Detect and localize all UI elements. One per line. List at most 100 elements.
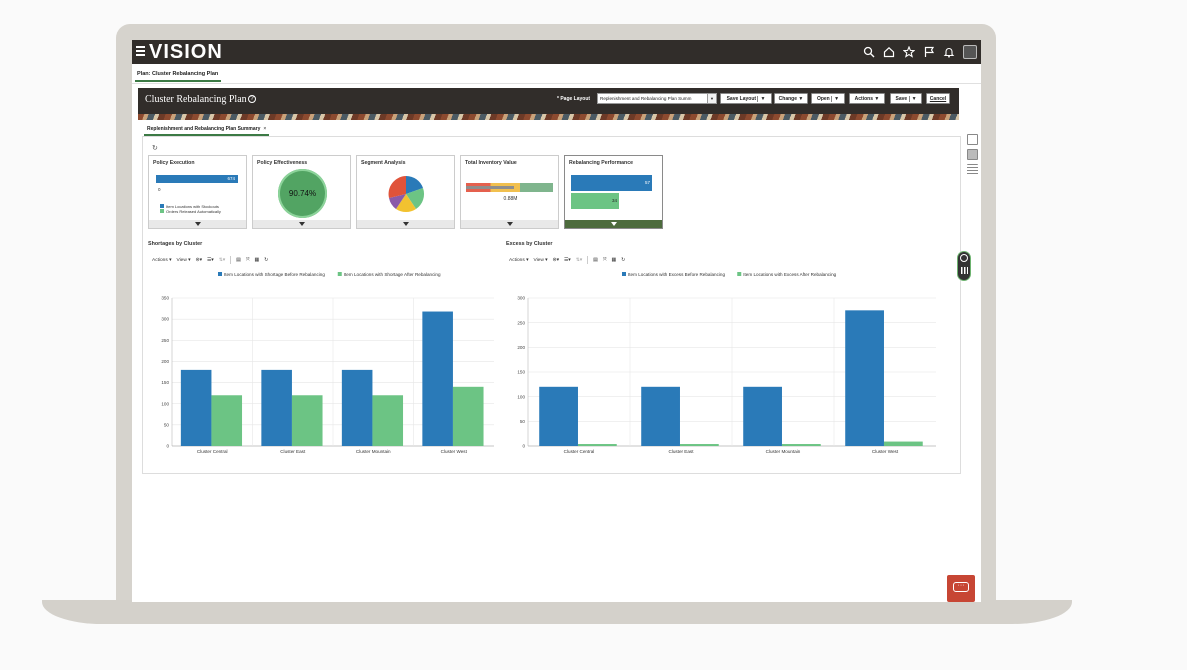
tab-cluster-rebalancing-plan[interactable]: Plan: Cluster Rebalancing Plan <box>135 68 222 82</box>
bar[interactable] <box>211 395 243 446</box>
shortages-chart-toolbar: Actions ▾ View ▾ ⊜▾ ☰▾ ⇅▾ ▤ ⤧ ▦ ↻ <box>152 254 268 266</box>
bar[interactable] <box>641 386 680 446</box>
bar[interactable] <box>341 369 373 446</box>
effectiveness-value: 90.74% <box>288 189 317 198</box>
view-menu[interactable]: View ▾ <box>176 257 191 263</box>
legend-swatch <box>160 204 164 208</box>
segment-pie <box>388 175 425 213</box>
open-label: Open <box>816 96 830 102</box>
close-icon[interactable]: × <box>263 126 267 132</box>
tile-expand[interactable] <box>565 220 662 228</box>
tile-expand[interactable] <box>253 220 350 228</box>
bar[interactable] <box>743 386 782 446</box>
view-label: View <box>176 257 187 263</box>
shortages-chart: Item Locations with Shortage Before Reba… <box>161 272 494 454</box>
bar[interactable] <box>781 444 821 446</box>
chevron-down-icon[interactable]: ▼ <box>707 94 716 103</box>
performance-bar-before: 57 <box>571 175 652 191</box>
bar[interactable] <box>422 311 453 446</box>
tile-expand[interactable] <box>357 220 454 228</box>
help-icon[interactable]: ? <box>248 95 256 103</box>
open-button[interactable]: Open ▼ <box>811 93 845 104</box>
right-rail <box>964 130 981 190</box>
chevron-down-icon <box>403 222 409 226</box>
actions-label: Actions <box>854 96 873 102</box>
page-layout-select[interactable]: Replenishment and Rebalancing Plan Summ … <box>597 93 717 104</box>
print-icon[interactable]: ▤ <box>593 257 598 263</box>
tile-expand[interactable] <box>149 220 246 228</box>
legend-label: Item Locations with Stockouts <box>166 204 219 209</box>
page-layout-label: * Page Layout <box>557 96 591 102</box>
actions-menu[interactable]: Actions ▾ <box>509 257 529 263</box>
inventory-value: 0.88M <box>503 196 518 202</box>
user-avatar[interactable] <box>963 45 977 59</box>
view-menu[interactable]: View ▾ <box>533 257 548 263</box>
pivot-icon[interactable]: ⇅▾ <box>218 257 226 263</box>
refresh-icon[interactable]: ↻ <box>264 257 269 263</box>
tile-total-inventory-value[interactable]: Total Inventory Value 0.88M <box>460 155 559 229</box>
legend-swatch <box>218 272 222 276</box>
detach-icon[interactable]: ⤧ <box>602 258 607 263</box>
flag-icon[interactable] <box>923 46 935 58</box>
bar[interactable] <box>845 310 884 446</box>
bar[interactable] <box>372 395 404 446</box>
pivot-icon[interactable]: ⇅▾ <box>575 257 583 263</box>
assistant-floating-button[interactable] <box>957 251 971 281</box>
list-icon[interactable] <box>967 164 978 175</box>
document-icon[interactable] <box>967 134 978 145</box>
y-tick-label: 150 <box>517 370 525 375</box>
bar[interactable] <box>539 386 578 446</box>
search-icon[interactable] <box>863 46 875 58</box>
legend-swatch <box>337 272 342 276</box>
y-tick-label: 50 <box>520 419 526 424</box>
x-tick-label: Cluster West <box>872 449 899 454</box>
x-tick-label: Cluster East <box>668 449 694 454</box>
cancel-button[interactable]: Cancel <box>926 93 950 104</box>
sort-icon[interactable]: ☰▾ <box>563 257 571 263</box>
bar[interactable] <box>883 441 923 446</box>
layout-icon[interactable] <box>967 149 978 160</box>
save-button[interactable]: Save ▼ <box>890 93 922 104</box>
bar[interactable] <box>261 369 292 446</box>
tab-plan-summary[interactable]: Replenishment and Rebalancing Plan Summa… <box>144 124 270 136</box>
print-icon[interactable]: ▤ <box>236 257 241 263</box>
refresh-icon[interactable]: ↻ <box>152 145 158 152</box>
tile-policy-effectiveness[interactable]: Policy Effectiveness 90.74% <box>252 155 351 229</box>
bar-value: 34 <box>611 198 617 203</box>
bar[interactable] <box>679 444 719 446</box>
tile-policy-execution[interactable]: Policy Execution 674 0 Item Locations wi… <box>148 155 247 229</box>
table-icon[interactable]: ▦ <box>611 257 617 263</box>
plan-summary-label: Replenishment and Rebalancing Plan Summa… <box>147 126 261 132</box>
star-icon[interactable] <box>903 46 915 58</box>
change-button[interactable]: Change ▼ <box>774 93 808 104</box>
home-icon[interactable] <box>883 46 895 58</box>
legend-label: Item Locations with Shortage Before Reba… <box>224 272 325 277</box>
refresh-icon[interactable]: ↻ <box>621 257 626 263</box>
chat-icon: ··· <box>953 582 969 592</box>
tile-rebalancing-performance[interactable]: Rebalancing Performance 57 34 <box>564 155 663 229</box>
shortages-chart-title: Shortages by Cluster <box>148 241 203 247</box>
inventory-range-bar <box>466 183 553 192</box>
tile-segment-analysis[interactable]: Segment Analysis <box>356 155 455 229</box>
chat-button[interactable]: ··· <box>947 575 975 602</box>
tile-expand[interactable] <box>461 220 558 228</box>
detach-icon[interactable]: ⤧ <box>245 258 250 263</box>
table-icon[interactable]: ▦ <box>254 257 260 263</box>
actions-button[interactable]: Actions ▼ <box>849 93 885 104</box>
actions-menu[interactable]: Actions ▾ <box>152 257 172 263</box>
legend-label: Item Locations with Shortage After Rebal… <box>344 272 441 277</box>
bar[interactable] <box>452 386 484 446</box>
x-tick-label: Cluster West <box>441 449 468 454</box>
summary-panel <box>142 136 961 474</box>
bar[interactable] <box>180 369 212 446</box>
change-label: Change <box>778 96 797 102</box>
save-layout-button[interactable]: Save Layout ▼ <box>720 93 772 104</box>
filter-icon[interactable]: ⊜▾ <box>552 257 559 263</box>
sort-icon[interactable]: ☰▾ <box>206 257 214 263</box>
filter-icon[interactable]: ⊜▾ <box>195 257 202 263</box>
bar[interactable] <box>291 395 323 446</box>
bar[interactable] <box>577 444 617 446</box>
y-tick-label: 50 <box>164 422 170 427</box>
bell-icon[interactable] <box>943 46 955 58</box>
menu-icon[interactable] <box>136 46 145 56</box>
